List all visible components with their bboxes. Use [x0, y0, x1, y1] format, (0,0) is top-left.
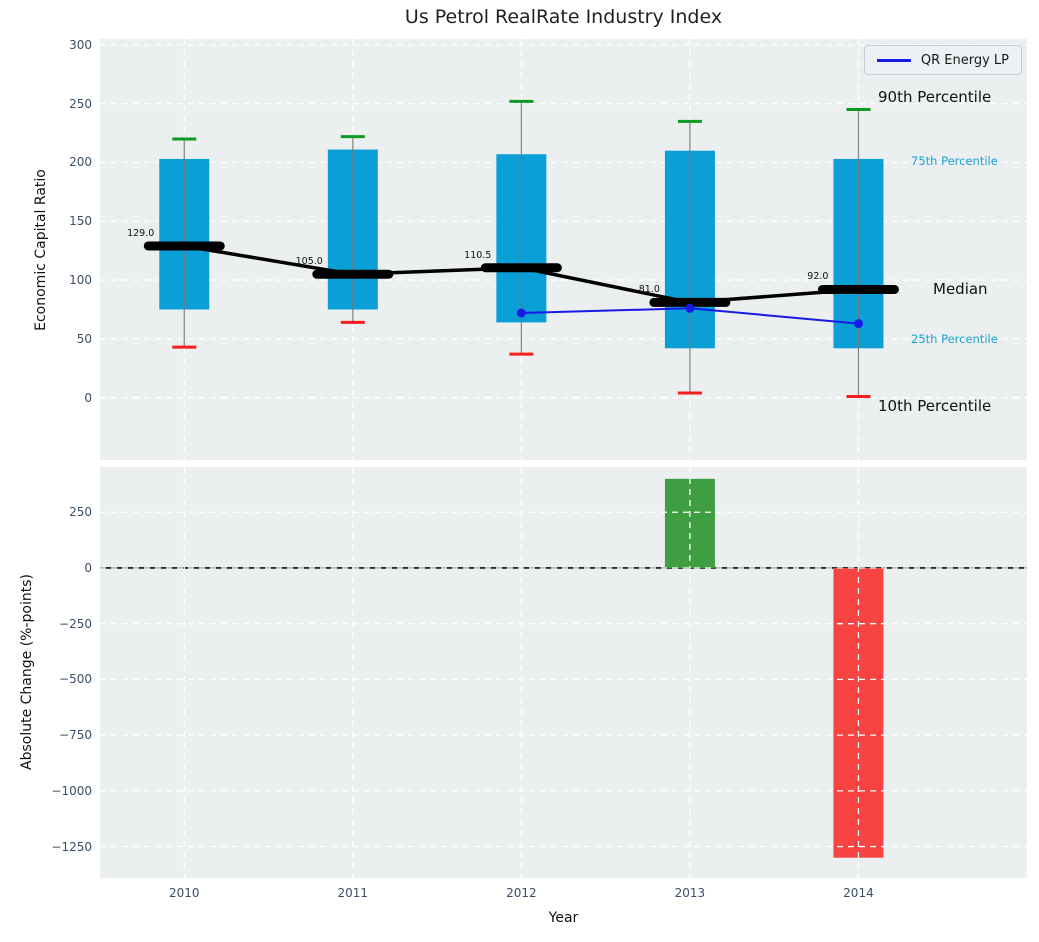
top-ytick-0: 0 — [84, 390, 92, 405]
median-value-2012: 110.5 — [464, 249, 492, 261]
top-ytick-100: 100 — [69, 273, 92, 288]
change-bar-chart-canvas — [100, 467, 1027, 878]
top-ytick-200: 200 — [69, 155, 92, 170]
bottom-ytick-0: 0 — [84, 560, 92, 575]
top-y-axis-label: Economic Capital Ratio — [33, 169, 49, 331]
median-value-2013: 81.0 — [638, 284, 660, 296]
xtick-2012: 2012 — [506, 886, 537, 900]
xtick-2011: 2011 — [337, 886, 369, 900]
xtick-2013: 2013 — [674, 886, 706, 900]
top-ytick-150: 150 — [69, 214, 92, 229]
top-axes-percentile-chart — [100, 39, 1027, 460]
bottom-ytick-−750: −750 — [59, 728, 92, 743]
legend-label: QR Energy LP — [920, 52, 1009, 68]
top-ytick-250: 250 — [69, 96, 92, 111]
legend: QR Energy LP — [863, 45, 1022, 75]
qr-energy-point-2013 — [685, 303, 695, 313]
bottom-ytick-−250: −250 — [59, 616, 92, 631]
top-ytick-50: 50 — [76, 331, 92, 346]
qr-energy-point-2014 — [853, 319, 863, 329]
bottom-ytick-250: 250 — [69, 505, 92, 520]
legend-line-sample — [876, 58, 911, 62]
bottom-ytick-−1250: −1250 — [51, 839, 92, 854]
annotation-75th-percentile: 75th Percentile — [911, 154, 998, 169]
annotation-10th-percentile: 10th Percentile — [878, 397, 992, 416]
chart-title: Us Petrol RealRate Industry Index — [404, 6, 723, 28]
median-value-2010: 129.0 — [127, 227, 155, 239]
percentile-chart-canvas — [100, 39, 1027, 460]
median-value-2011: 105.0 — [295, 256, 323, 268]
xtick-2014: 2014 — [843, 886, 874, 900]
qr-energy-point-2012 — [516, 308, 526, 318]
annotation-90th-percentile: 90th Percentile — [878, 87, 992, 106]
xtick-2010: 2010 — [168, 886, 200, 900]
median-value-2014: 92.0 — [807, 271, 829, 283]
bottom-ytick-−500: −500 — [59, 672, 92, 687]
annotation-median: Median — [933, 279, 988, 298]
bottom-ytick-−1000: −1000 — [51, 783, 92, 798]
x-axis-label: Year — [548, 910, 579, 926]
top-ytick-300: 300 — [69, 37, 92, 52]
annotation-25th-percentile: 25th Percentile — [911, 332, 998, 347]
bottom-y-axis-label: Absolute Change (%-points) — [19, 574, 35, 770]
bottom-axes-change-bar-chart — [100, 467, 1027, 878]
